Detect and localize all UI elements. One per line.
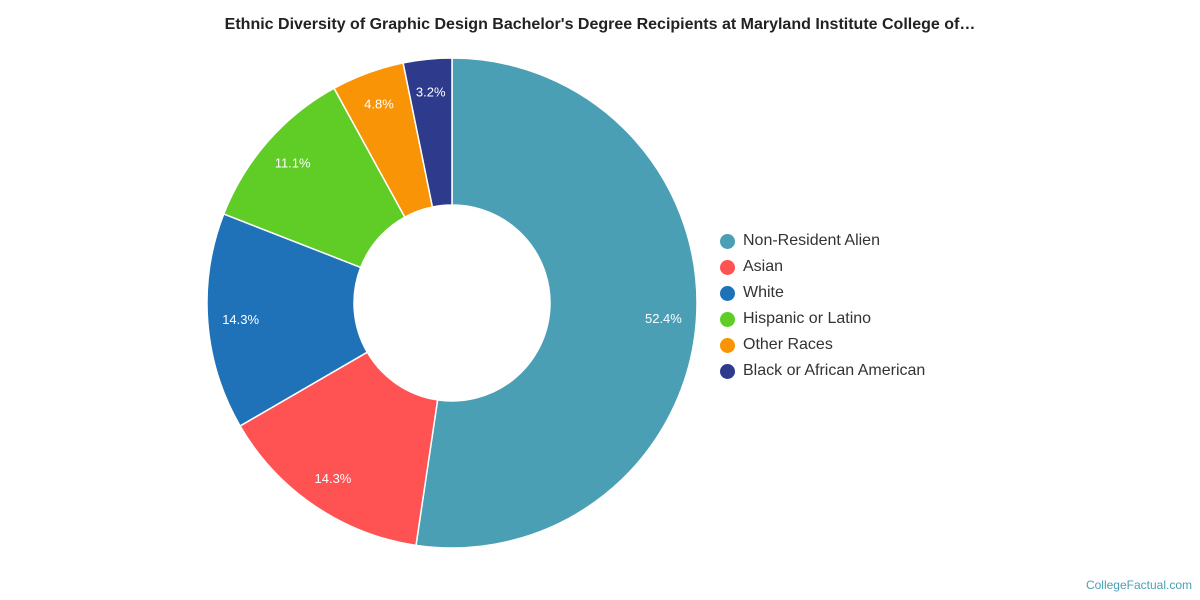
slice-data-label: 4.8%	[364, 96, 394, 111]
pie-slice[interactable]	[222, 87, 406, 269]
slice-data-label: 3.2%	[416, 85, 446, 100]
slice-data-label: 52.4%	[645, 311, 682, 326]
legend-swatch	[720, 337, 735, 353]
legend-label: White	[743, 284, 784, 301]
legend-item[interactable]: Hispanic or Latino	[720, 306, 925, 332]
legend-label: Other Races	[743, 336, 833, 353]
slice-data-label: 14.3%	[315, 471, 352, 486]
slice-data-label: 11.1%	[275, 156, 311, 171]
legend-item[interactable]: Asian	[720, 254, 925, 280]
legend-label: Asian	[743, 258, 784, 275]
legend-item[interactable]: Other Races	[720, 332, 925, 358]
legend-label: Hispanic or Latino	[743, 310, 872, 327]
legend-swatch	[720, 233, 735, 249]
slice-data-label: 14.3%	[222, 312, 259, 327]
legend-swatch	[720, 285, 735, 301]
legend-swatch	[720, 259, 735, 275]
pie-slice[interactable]	[415, 57, 698, 549]
pie-slice[interactable]	[239, 351, 439, 547]
legend-item[interactable]: White	[720, 280, 925, 306]
chart-title: Ethnic Diversity of Graphic Design Bache…	[224, 16, 976, 33]
legend-item[interactable]: Non-Resident Alien	[720, 228, 925, 254]
source-credit[interactable]: CollegeFactual.com	[1085, 578, 1192, 592]
legend-swatch	[720, 363, 735, 379]
pie-slice[interactable]	[206, 212, 369, 427]
pie-slice[interactable]	[402, 57, 453, 208]
legend-item[interactable]: Black or African American	[720, 358, 925, 384]
legend-label: Black or African American	[743, 362, 926, 379]
legend-swatch	[720, 311, 735, 327]
chart-legend: Non-Resident Alien Asian White Hispanic or …	[720, 228, 925, 384]
legend-label: Non-Resident Alien	[743, 232, 880, 249]
